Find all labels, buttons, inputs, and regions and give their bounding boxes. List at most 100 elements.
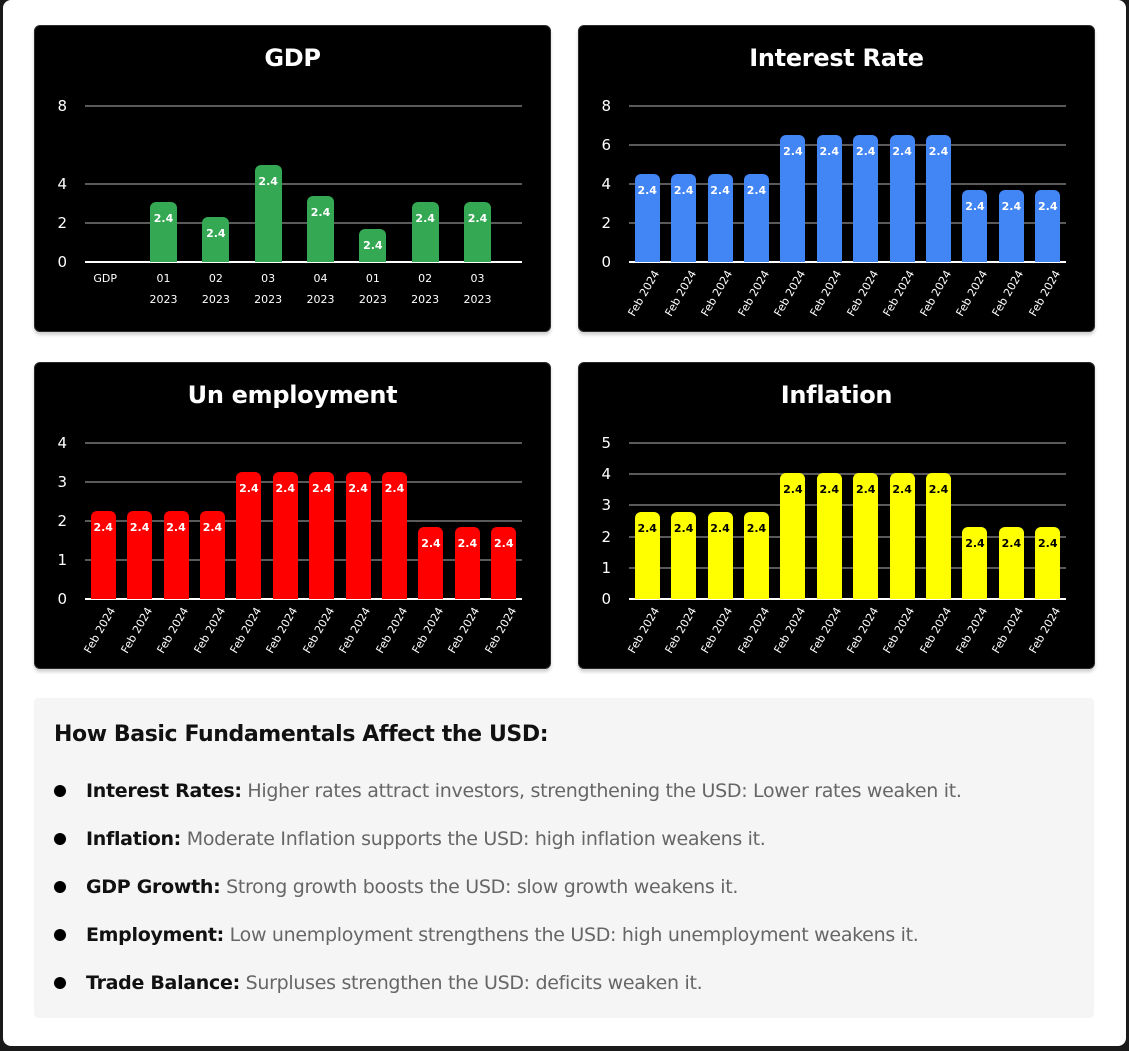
chart-card-interest-rate: Interest Rate 0 2 4 6 8 2.4 Feb 2024 2.4 Feb 202… — [578, 25, 1095, 332]
bar: 2.4 — [998, 527, 1024, 599]
bar: 2.4 — [998, 189, 1024, 262]
item-term: Employment: — [86, 924, 224, 946]
item-desc: Surpluses strengthen the USD: deficits w… — [245, 972, 703, 994]
x-tick-label: Feb 2024 — [734, 268, 772, 319]
y-tick-label: 4 — [57, 434, 67, 452]
x-tick-label: Feb 2024 — [300, 605, 337, 656]
bar: 2.4 — [454, 526, 480, 599]
y-tick-label: 4 — [601, 465, 611, 484]
bar: 2.4 — [359, 228, 387, 262]
bar-data-label: 2.4 — [348, 482, 368, 496]
bar-data-label: 2.4 — [415, 211, 435, 225]
item-term: GDP Growth: — [86, 876, 221, 898]
bullet-icon — [54, 977, 66, 989]
bar: 2.4 — [418, 526, 444, 599]
bar: 2.4 — [202, 217, 230, 262]
y-tick-label: 0 — [601, 253, 611, 271]
x-tick-label: Feb 2024 — [917, 268, 954, 319]
bar-data-label: 2.4 — [892, 145, 912, 159]
bar: 2.4 — [926, 135, 952, 262]
bar-data-label: 2.4 — [855, 482, 876, 496]
x-tick-label: Feb 2024 — [698, 605, 736, 656]
x-tick-label: Feb 2024 — [81, 605, 119, 656]
bar-data-label: 2.4 — [311, 482, 332, 496]
bar-data-label: 2.4 — [153, 211, 174, 225]
x-tick-label: Feb 2024 — [227, 605, 265, 656]
x-tick-label: Feb 2024 — [880, 268, 918, 319]
gridline — [629, 535, 1066, 538]
bar-data-label: 2.4 — [494, 536, 514, 550]
x-tick-label: Feb 2024 — [807, 268, 845, 319]
chart-plot: 0 2 4 6 8 2.4 Feb 2024 2.4 Feb 2024 2.4 Feb 2024 2.… — [601, 97, 1066, 319]
chart-plot: 0 1 2 3 4 2.4 Feb 2024 2.4 Feb 2024 2.4 Feb 2024 2.… — [57, 434, 522, 656]
bar: 2.4 — [816, 135, 842, 262]
gridline — [629, 566, 1066, 569]
x-tick-label: Feb 2024 — [154, 605, 192, 656]
bar-data-label: 2.4 — [467, 211, 488, 225]
bar-data-label: 2.4 — [783, 145, 803, 159]
y-tick-label: 2 — [57, 512, 67, 530]
y-tick-label: 4 — [601, 175, 611, 193]
x-tick-label: 02 2023 — [201, 272, 230, 306]
x-axis-line — [629, 261, 1066, 263]
bar-data-label: 2.4 — [1038, 537, 1058, 551]
y-tick-label: 8 — [601, 97, 611, 115]
bar: 2.4 — [707, 174, 733, 262]
x-tick-label: Feb 2024 — [698, 268, 736, 319]
list-item: GDP Growth: Strong growth boosts the USD… — [54, 874, 962, 922]
item-desc: Higher rates attract investors, strength… — [247, 780, 962, 802]
bar: 2.4 — [254, 164, 282, 262]
gridline — [629, 105, 1066, 107]
y-tick-label: 4 — [57, 175, 67, 193]
y-tick-label: 6 — [601, 136, 611, 154]
x-tick-label: Feb 2024 — [771, 268, 809, 319]
bar-data-label: 2.4 — [1001, 199, 1022, 213]
chart-card-inflation: Inflation 0 1 2 3 4 5 2.4 Feb 2024 2.4 Feb 2024 2.… — [578, 362, 1095, 669]
y-tick-label: 8 — [57, 97, 67, 115]
bar: 2.4 — [889, 135, 915, 262]
item-term: Interest Rates: — [86, 780, 242, 802]
gridline — [85, 520, 522, 522]
x-tick-label: Feb 2024 — [263, 605, 301, 656]
bar: 2.4 — [309, 472, 335, 599]
x-axis-line — [629, 598, 1066, 600]
bar: 2.4 — [90, 511, 116, 599]
x-tick-label: Feb 2024 — [844, 268, 881, 319]
bar-data-label: 2.4 — [673, 184, 694, 198]
bar-data-label: 2.4 — [928, 482, 949, 496]
x-tick-label: Feb 2024 — [409, 605, 447, 656]
bar-data-label: 2.4 — [819, 145, 840, 159]
bar: 2.4 — [634, 174, 660, 262]
gridline — [629, 183, 1066, 185]
fundamentals-panel: How Basic Fundamentals Affect the USD: I… — [34, 698, 1094, 1018]
x-tick-label: 01 2023 — [358, 272, 387, 306]
y-tick-label: 2 — [601, 214, 611, 232]
x-tick-label: Feb 2024 — [662, 605, 699, 656]
gridline — [629, 222, 1066, 224]
bar-data-label: 2.4 — [129, 521, 150, 535]
x-tick-label: Feb 2024 — [734, 605, 772, 656]
bar-data-label: 2.4 — [965, 199, 985, 213]
bar: 2.4 — [889, 472, 915, 599]
x-tick-label: Feb 2024 — [1026, 268, 1064, 319]
bar: 2.4 — [411, 201, 439, 262]
x-tick-label: Feb 2024 — [989, 605, 1027, 656]
y-tick-label: 5 — [601, 434, 611, 452]
bar: 2.4 — [634, 511, 660, 599]
bullet-icon — [54, 833, 66, 845]
chart-title: GDP — [264, 44, 321, 72]
x-tick-label: 01 2023 — [149, 272, 178, 306]
bar-data-label: 2.4 — [206, 227, 226, 241]
x-tick-label: 03 2023 — [254, 272, 283, 306]
y-tick-label: 0 — [57, 253, 67, 271]
x-tick-label: Feb 2024 — [989, 268, 1027, 319]
bar: 2.4 — [853, 472, 879, 599]
bar: 2.4 — [780, 472, 806, 599]
y-tick-label: 1 — [57, 551, 67, 569]
list-item: Employment: Low unemployment strengthens… — [54, 922, 962, 970]
bar: 2.4 — [962, 189, 988, 262]
y-tick-label: 3 — [601, 496, 611, 515]
bar-data-label: 2.4 — [275, 482, 296, 496]
bar: 2.4 — [236, 472, 262, 599]
x-tick-label: Feb 2024 — [190, 605, 228, 656]
